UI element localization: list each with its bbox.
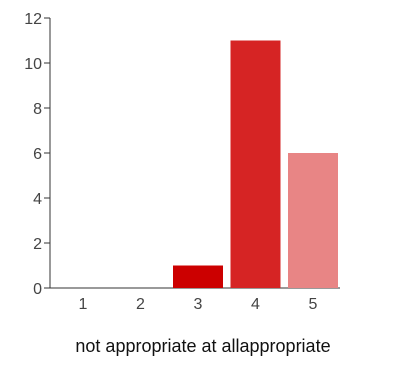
x-axis: 1 2 3 4 5: [50, 287, 340, 313]
y-tick-label: 4: [33, 191, 42, 208]
scale-high-label: appropriate: [239, 336, 331, 356]
x-tick-label: 3: [194, 296, 203, 313]
x-axis-caption: not appropriate at allappropriate: [0, 336, 406, 357]
bar-3: [173, 265, 223, 288]
scale-low-label: not appropriate at all: [75, 336, 240, 356]
y-axis: 0 2 4 6 8 10 12: [24, 11, 51, 298]
x-tick-label: 1: [79, 296, 88, 313]
x-tick-label: 2: [136, 296, 145, 313]
x-tick-label: 5: [309, 296, 318, 313]
y-tick-label: 0: [33, 281, 42, 298]
y-tick-label: 12: [24, 11, 42, 28]
y-tick-label: 8: [33, 101, 42, 118]
x-tick-label: 4: [251, 296, 260, 313]
y-tick-label: 6: [33, 146, 42, 163]
bars: [173, 40, 338, 288]
bar-5: [288, 153, 338, 288]
y-tick-label: 2: [33, 236, 42, 253]
y-tick-label: 10: [24, 56, 42, 73]
bar-4: [230, 40, 281, 288]
